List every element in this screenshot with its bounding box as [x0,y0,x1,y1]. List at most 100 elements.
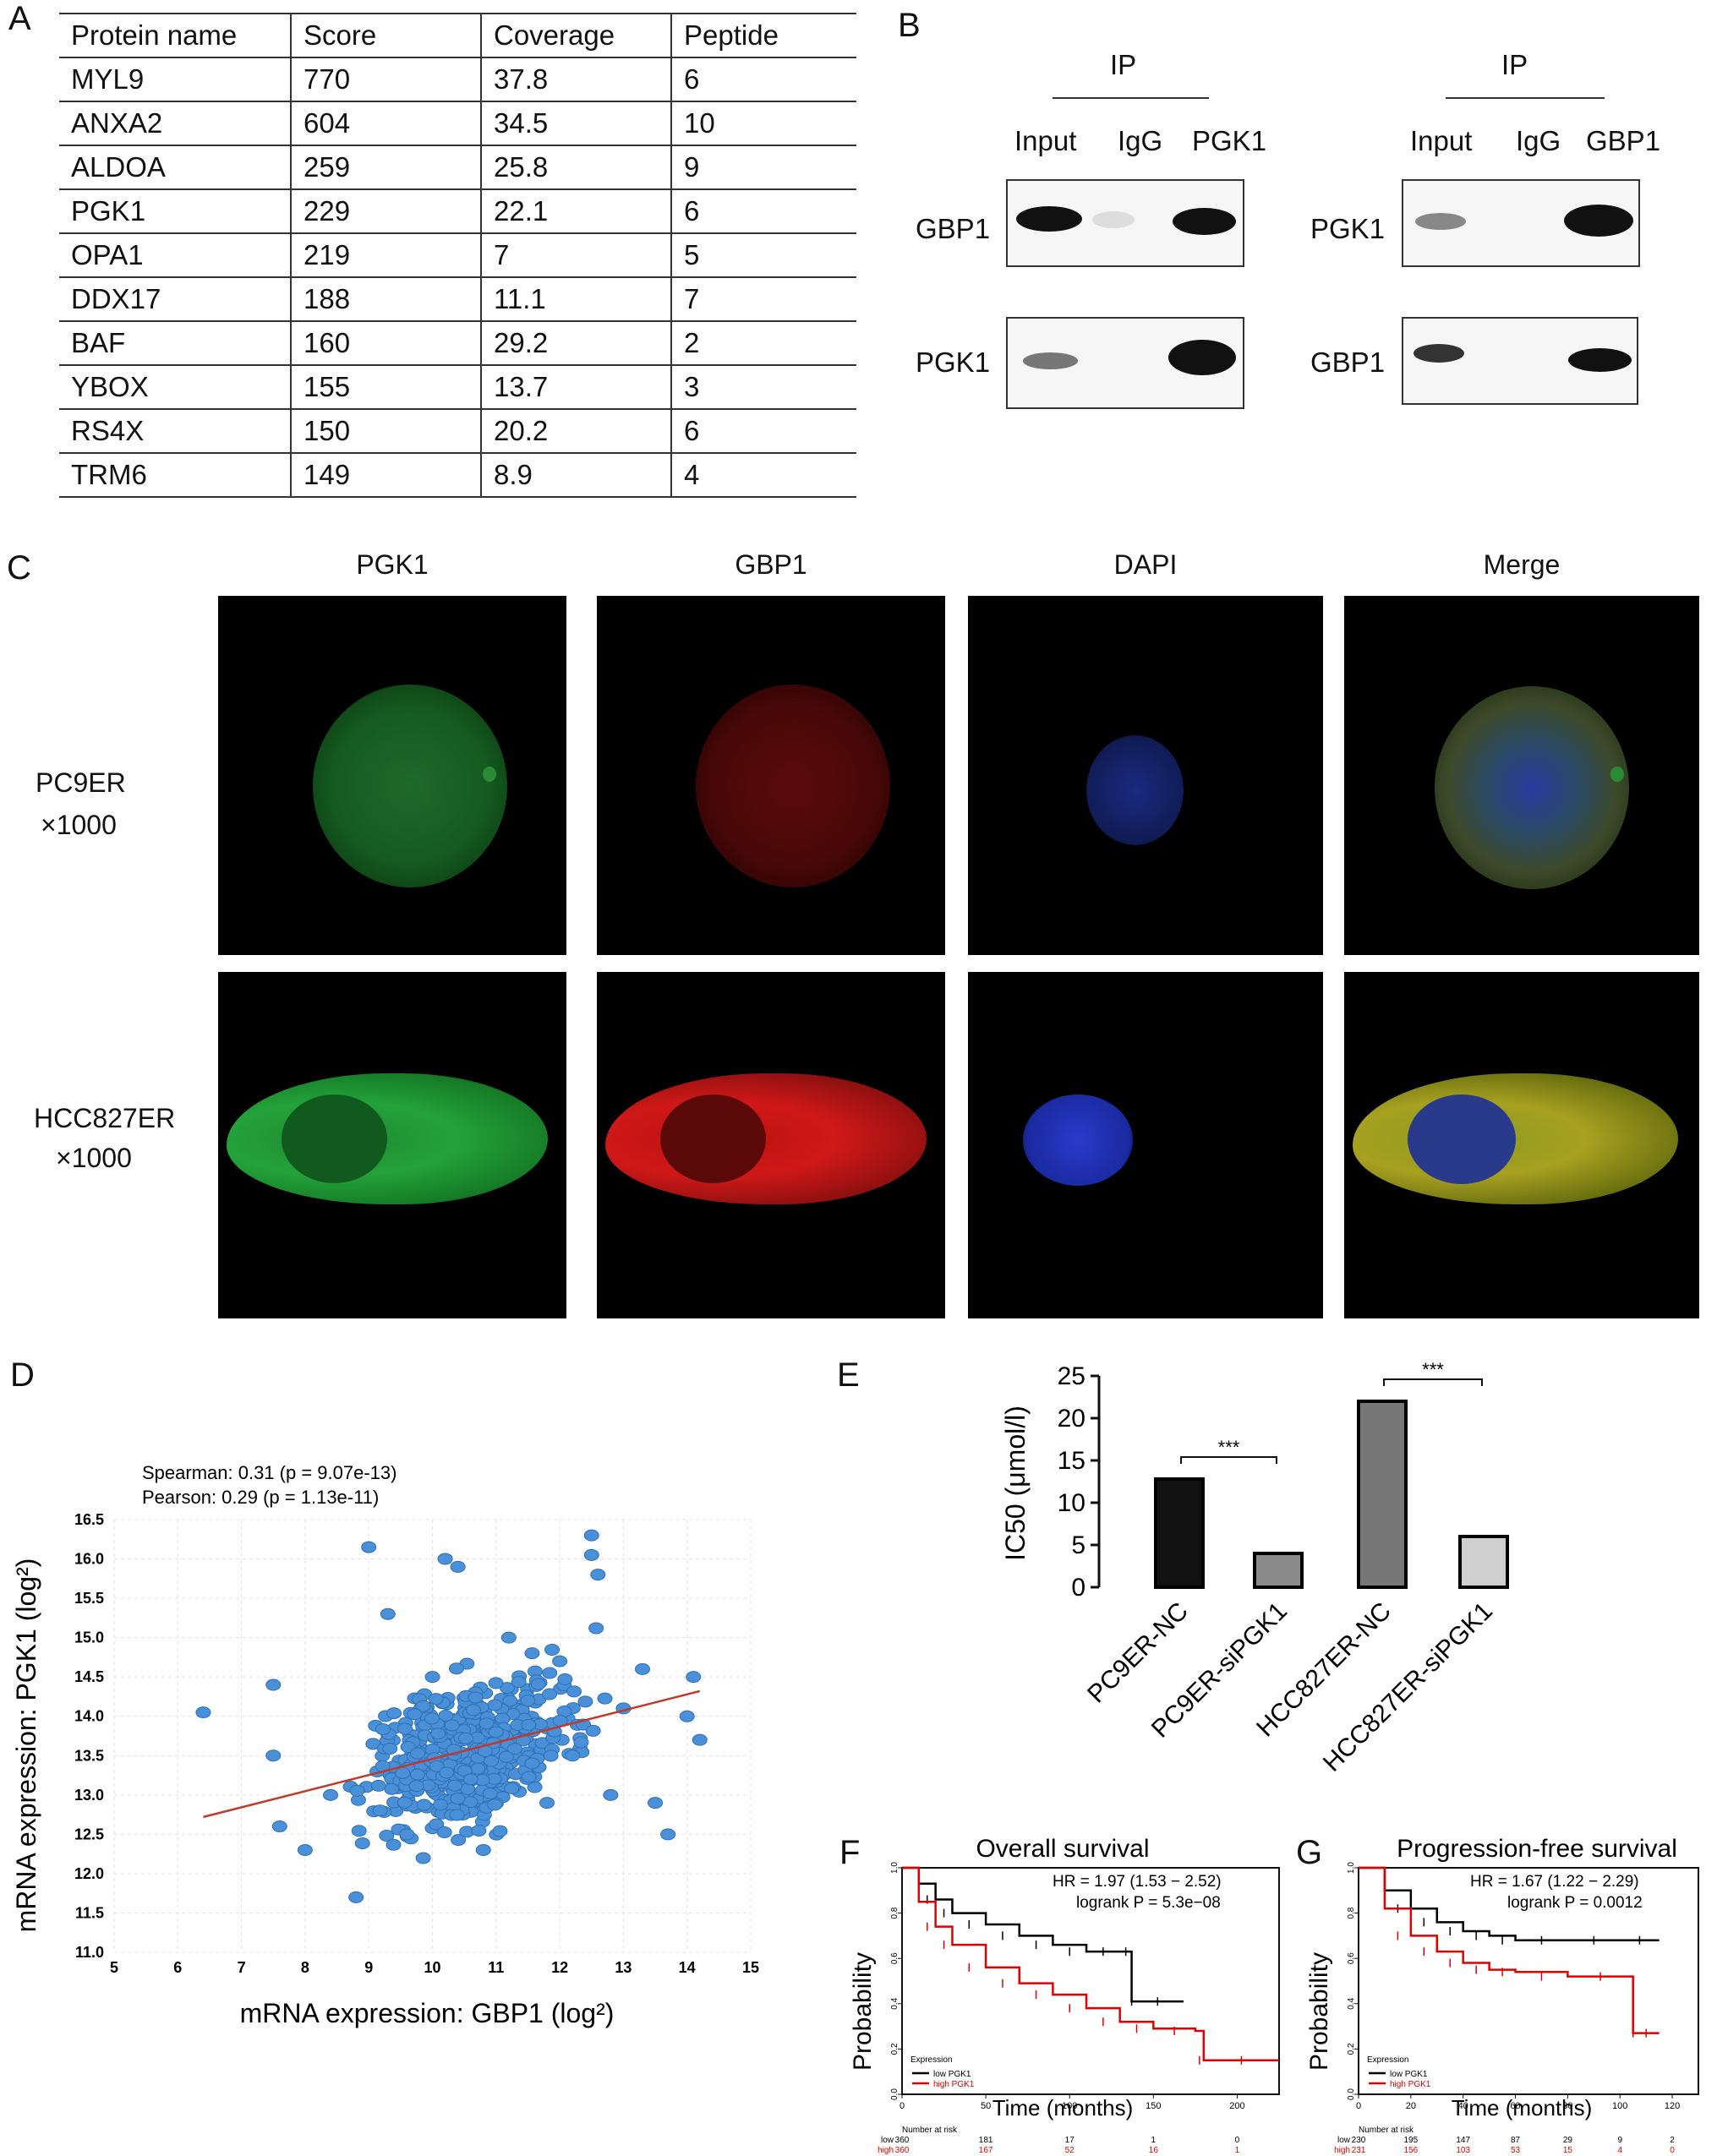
cell: 4 [670,453,856,498]
hr-text: HR = 1.97 (1.53 − 2.52) [1053,1873,1222,1891]
bar-marks [1154,1400,1509,1589]
y-tick-labels: 11.0 11.5 12.0 12.5 13.0 13.5 14.0 14.5 15.0 15.5… [74,1511,104,1961]
category-labels: PC9ER-NCPC9ER-siPGK1HCC827ER-NCHCC827ER-… [1082,1597,1498,1777]
km-plot-area: 0 20 40 60 80 100 1200.00.20.40.60.81.0Express… [1334,1862,1699,2155]
cell: 6 [670,409,856,454]
band [1168,340,1236,375]
cell: 34.5 [480,101,671,146]
data-point [502,1695,518,1707]
data-point [478,1717,495,1730]
cell: 13.7 [480,365,671,410]
data-point [354,1837,370,1850]
panel-label-a: A [8,0,31,37]
x-tick-label: 6 [173,1959,182,1976]
legend-label: low PGK1 [1390,2070,1428,2079]
data-point [542,1688,558,1700]
survival-curve [1359,1866,1660,2034]
significance-bracket [1383,1378,1483,1386]
band [1092,211,1135,228]
y-tick-label: 11.5 [75,1904,104,1921]
data-point [544,1644,560,1657]
micrograph-merge-hcc827er [1344,972,1699,1318]
cell: ANXA2 [59,101,291,146]
risk-count: 52 [1065,2146,1075,2155]
x-tick-label: 8 [301,1959,309,1976]
cell: 7 [670,277,856,322]
micrograph-gbp1-hcc827er [597,972,945,1318]
cell: 150 [290,409,481,454]
scatter-chart: 5 6 7 8 9 10 11 12 13 14 15 11.0 11.5 12.0 12.5 13.0 13… [11,1462,759,2028]
data-point [679,1710,695,1722]
row-label: GBP1 [1310,347,1386,378]
data-point [603,1788,619,1801]
cell: 37.8 [480,57,671,102]
data-point [458,1732,474,1744]
logrank-text: logrank P = 5.3e−08 [1076,1894,1221,1912]
data-point [386,1707,402,1720]
risk-count: 156 [1404,2146,1419,2155]
x-axis-label: Time (months) [992,2095,1134,2121]
y-tick-label: 12.0 [74,1865,104,1882]
cell: RS4X [59,409,291,454]
panel-label-d: D [10,1356,35,1394]
risk-table-title: Number at risk [902,2126,958,2135]
data-point [370,1779,386,1792]
km-plot-area: 0 50 100 150 200 0.0 0.2 0.4 0.6 0.8 1.0 Expression… [878,1862,1280,2155]
micrograph-merge-pc9er [1344,596,1699,955]
nucleus [1086,735,1184,845]
data-point [487,1798,503,1811]
data-point [462,1773,478,1786]
data-point [395,1766,411,1779]
data-point [482,1788,498,1800]
y-tick-label: 0.2 [1347,2043,1356,2055]
spearman-annotation: Spearman: 0.31 (p = 9.07e-13) [142,1462,396,1483]
micrograph-pgk1-hcc827er [218,972,566,1318]
y-tick-label: 15 [1058,1447,1085,1475]
y-tick-label: 25 [1058,1362,1085,1390]
y-tick-label: 13.5 [74,1747,104,1764]
data-point [492,1825,508,1837]
panel-label-f: F [839,1834,861,1871]
y-axis-label: IC50 (μmol/l) [1000,1405,1031,1561]
data-point [577,1695,593,1708]
panel-label-c: C [7,549,31,587]
data-point [415,1852,431,1864]
cell: PGK1 [59,189,291,234]
data-point [488,1677,504,1689]
data-point [488,1726,504,1738]
legend-title: Expression [1367,2055,1408,2065]
data-point [436,1826,452,1839]
risk-count: 9 [1617,2136,1622,2145]
data-point [648,1797,664,1809]
plot-frame [1358,1867,1699,2095]
lane-label: Input [1410,125,1473,156]
row-label: PGK1 [1310,213,1386,244]
data-point [451,1834,467,1847]
y-tick-label: 0.2 [890,2043,900,2055]
risk-count: 167 [979,2146,993,2155]
data-point [439,1766,455,1779]
data-point [386,1838,402,1851]
data-point [590,1569,606,1581]
data-point [524,1757,540,1770]
panel-label-g: G [1296,1834,1323,1871]
lane-label: Input [1014,125,1077,156]
data-point [351,1825,367,1837]
x-tick-label: 12 [551,1959,568,1976]
data-point [437,1553,453,1565]
x-tick-labels: 5 6 7 8 9 10 11 12 13 14 15 [110,1959,759,1976]
data-point [416,1798,432,1811]
table-row: OPA1 219 7 5 [59,233,856,278]
data-point [573,1736,589,1749]
y-tick-label: 1.0 [890,1862,900,1874]
blot-strip [1006,317,1244,409]
band [1023,352,1078,369]
significance-bracket [1180,1456,1277,1464]
table-row: TRM6 149 8.9 4 [59,453,856,498]
data-point [460,1782,476,1795]
row-label-magnification: ×1000 [56,1143,132,1173]
cell: 6 [670,189,856,234]
data-point [429,1760,445,1772]
column-header: Protein name [59,13,291,58]
table-row: BAF 160 29.2 2 [59,321,856,366]
